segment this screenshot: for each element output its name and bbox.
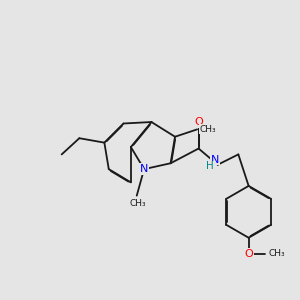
Text: H: H	[206, 161, 213, 171]
Text: O: O	[194, 117, 203, 127]
Text: N: N	[140, 164, 148, 174]
Text: CH₃: CH₃	[269, 249, 286, 258]
Text: CH₃: CH₃	[130, 200, 146, 208]
Text: O: O	[244, 249, 253, 259]
Text: N: N	[211, 155, 219, 165]
Text: CH₃: CH₃	[200, 125, 217, 134]
